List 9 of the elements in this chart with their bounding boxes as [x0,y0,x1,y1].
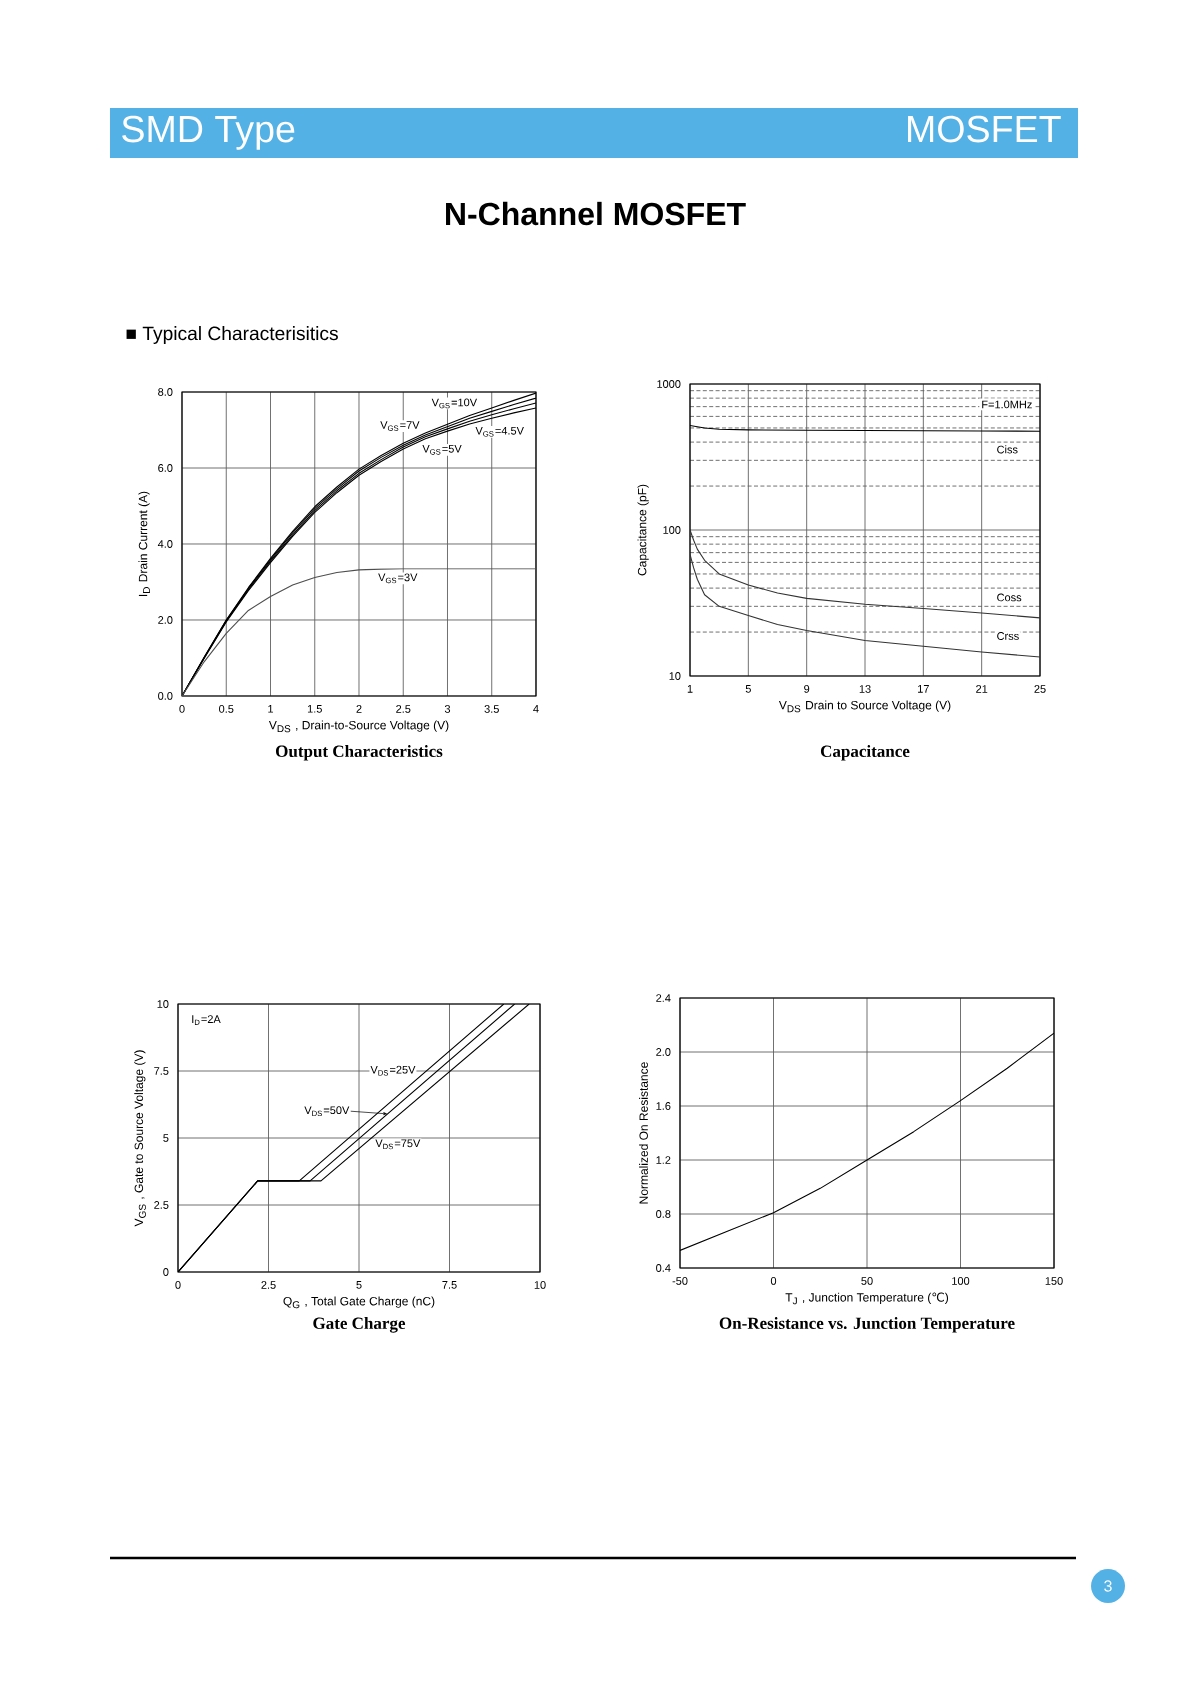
text: Capacitance [820,745,910,761]
text: ■ Typical Characterisitics [126,326,338,344]
text: 3 [1104,1580,1112,1592]
text: SMD Type [122,115,295,150]
text: On-Resistance vs. Junction Temperature [719,1317,1015,1333]
text: Gate Charge [313,1317,406,1333]
text: N-Channel MOSFET [446,201,746,226]
text: Output Characteristics [276,745,443,761]
text: MOSFET [908,115,1061,143]
